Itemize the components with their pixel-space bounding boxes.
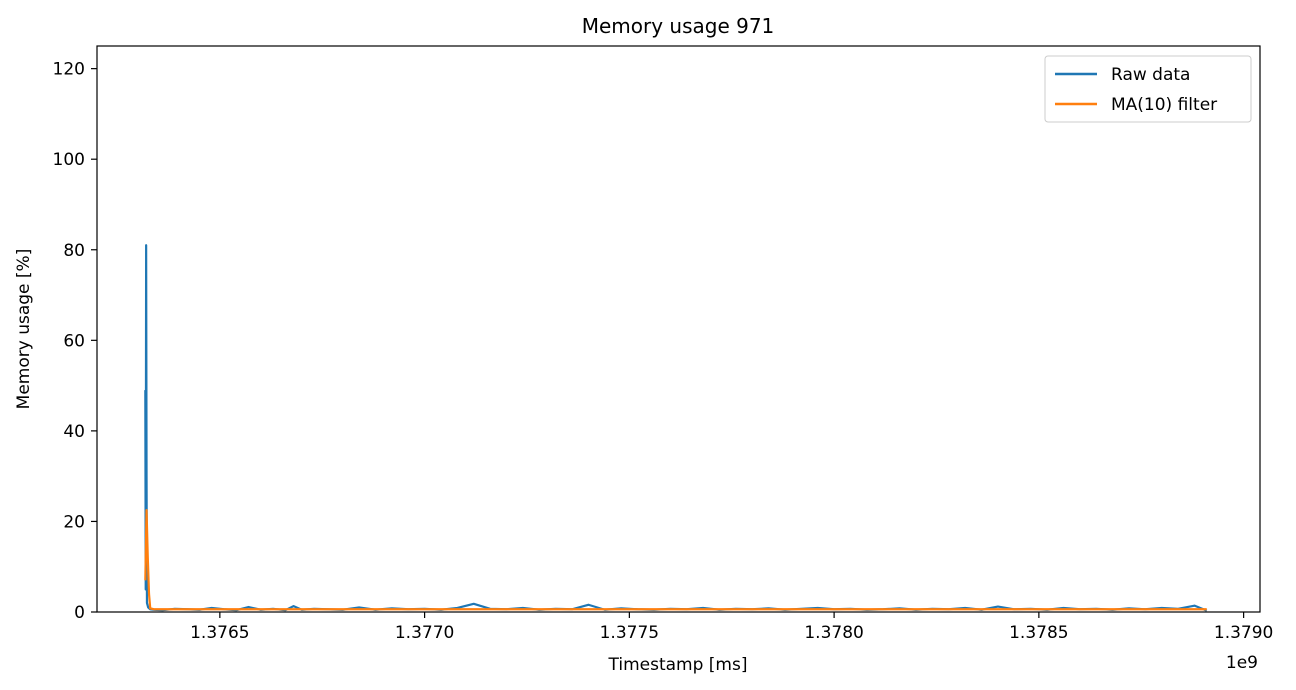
plot-frame [96,45,1261,613]
x-axis-label: Timestamp [ms] [608,655,748,675]
x-tick-label: 1.3770 [395,623,454,643]
series-line-1 [144,509,1207,611]
y-axis-label: Memory usage [%] [14,249,34,410]
y-tick-label: 120 [53,60,85,80]
x-tick-label: 1.3775 [600,623,659,643]
x-axis: 1.3765 1.3770 1.3775 1.3780 1.3785 1.3790 [190,612,1273,643]
y-tick-label: 80 [63,241,85,261]
y-tick-label: 40 [63,422,85,442]
x-axis-offset-label: 1e9 [1226,653,1258,673]
x-tick-label: 1.3780 [804,623,863,643]
x-tick-label: 1.3765 [190,623,249,643]
legend-label-raw: Raw data [1111,65,1190,85]
legend: Raw data MA(10) filter [1044,55,1252,123]
plot-area [96,45,1261,613]
x-tick-label: 1.3785 [1009,623,1068,643]
x-tick-label: 1.3790 [1214,623,1273,643]
y-tick-label: 0 [74,603,85,623]
series-line-0 [144,244,1208,612]
y-axis: 0 20 40 60 80 100 120 [53,60,97,623]
y-tick-label: 60 [63,331,85,351]
legend-label-ma: MA(10) filter [1111,95,1217,115]
legend-box [1044,55,1252,123]
y-tick-label: 20 [63,512,85,532]
chart-title: Memory usage 971 [582,14,775,38]
y-tick-label: 100 [53,150,85,170]
